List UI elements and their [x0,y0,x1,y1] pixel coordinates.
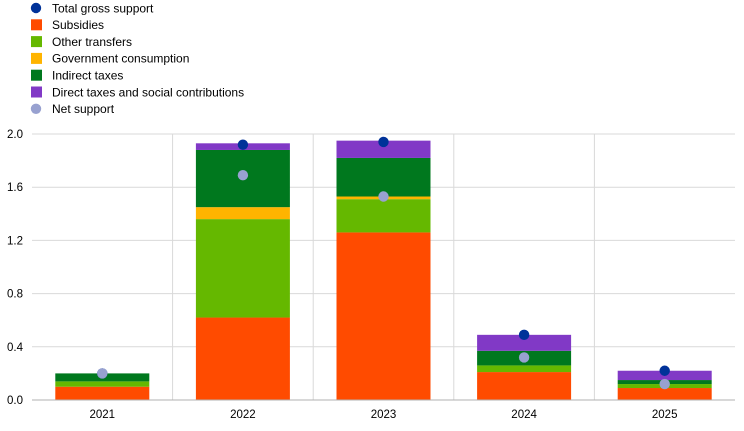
bar-segment-subsidies [195,317,290,400]
y-tick-label: 1.6 [7,182,23,194]
legend-swatch [31,86,42,98]
point-total-gross-support [378,136,389,148]
bar-segment-subsidies [617,388,712,400]
bar-segment-other-transfers [195,219,290,318]
point-total-gross-support [518,329,530,341]
y-tick-label: 0.4 [7,342,24,354]
legend-label: Total gross support [52,1,154,15]
bar-segment-subsidies [55,386,150,400]
bar-segment-other-transfers [55,381,150,387]
x-tick-label: 2025 [652,409,678,421]
bar-segment-subsidies [477,372,572,400]
x-tick-label: 2021 [90,409,116,421]
legend-label: Indirect taxes [52,69,123,83]
point-net-support [378,191,389,202]
y-tick-label: 1.2 [7,235,23,247]
legend-label: Direct taxes and social contributions [52,85,244,99]
legend-label: Net support [52,102,115,116]
point-net-support [237,170,249,181]
x-tick-label: 2022 [230,409,256,421]
legend-marker-circle [30,103,42,115]
bars [55,140,712,400]
point-net-support [518,352,530,363]
axes: 0.0 0.4 0.8 1.2 1.6 2.0 2021 2022 2023 2024 2025 [7,129,735,421]
legend-swatch [31,69,42,81]
legend: Total gross support Subsidies Other transf… [30,1,244,116]
bar-segment-other-transfers [336,199,431,233]
bar-segment-subsidies [336,232,431,400]
legend-label: Other transfers [52,35,132,49]
markers [97,136,670,390]
point-net-support [97,368,108,379]
point-total-gross-support [237,139,249,150]
legend-swatch [31,52,42,64]
legend-label: Subsidies [52,18,104,32]
legend-swatch [31,19,42,31]
y-tick-label: 0.8 [7,289,23,301]
point-net-support [659,378,670,390]
legend-label: Government consumption [52,52,189,66]
legend-marker-circle [30,2,42,14]
y-tick-label: 0.0 [7,395,23,407]
bar-segment-other-transfers [477,365,572,373]
bar-segment-government-consumption [195,207,290,220]
legend-swatch [31,36,42,48]
bar-segment-indirect-taxes [336,157,431,197]
x-tick-label: 2023 [371,409,397,421]
x-tick-label: 2024 [511,409,537,421]
bar-segment-direct-taxes-and-social-contributions [477,334,572,351]
y-tick-label: 2.0 [7,129,23,141]
bar-segment-direct-taxes-and-social-contributions [336,140,431,158]
point-total-gross-support [659,365,670,376]
